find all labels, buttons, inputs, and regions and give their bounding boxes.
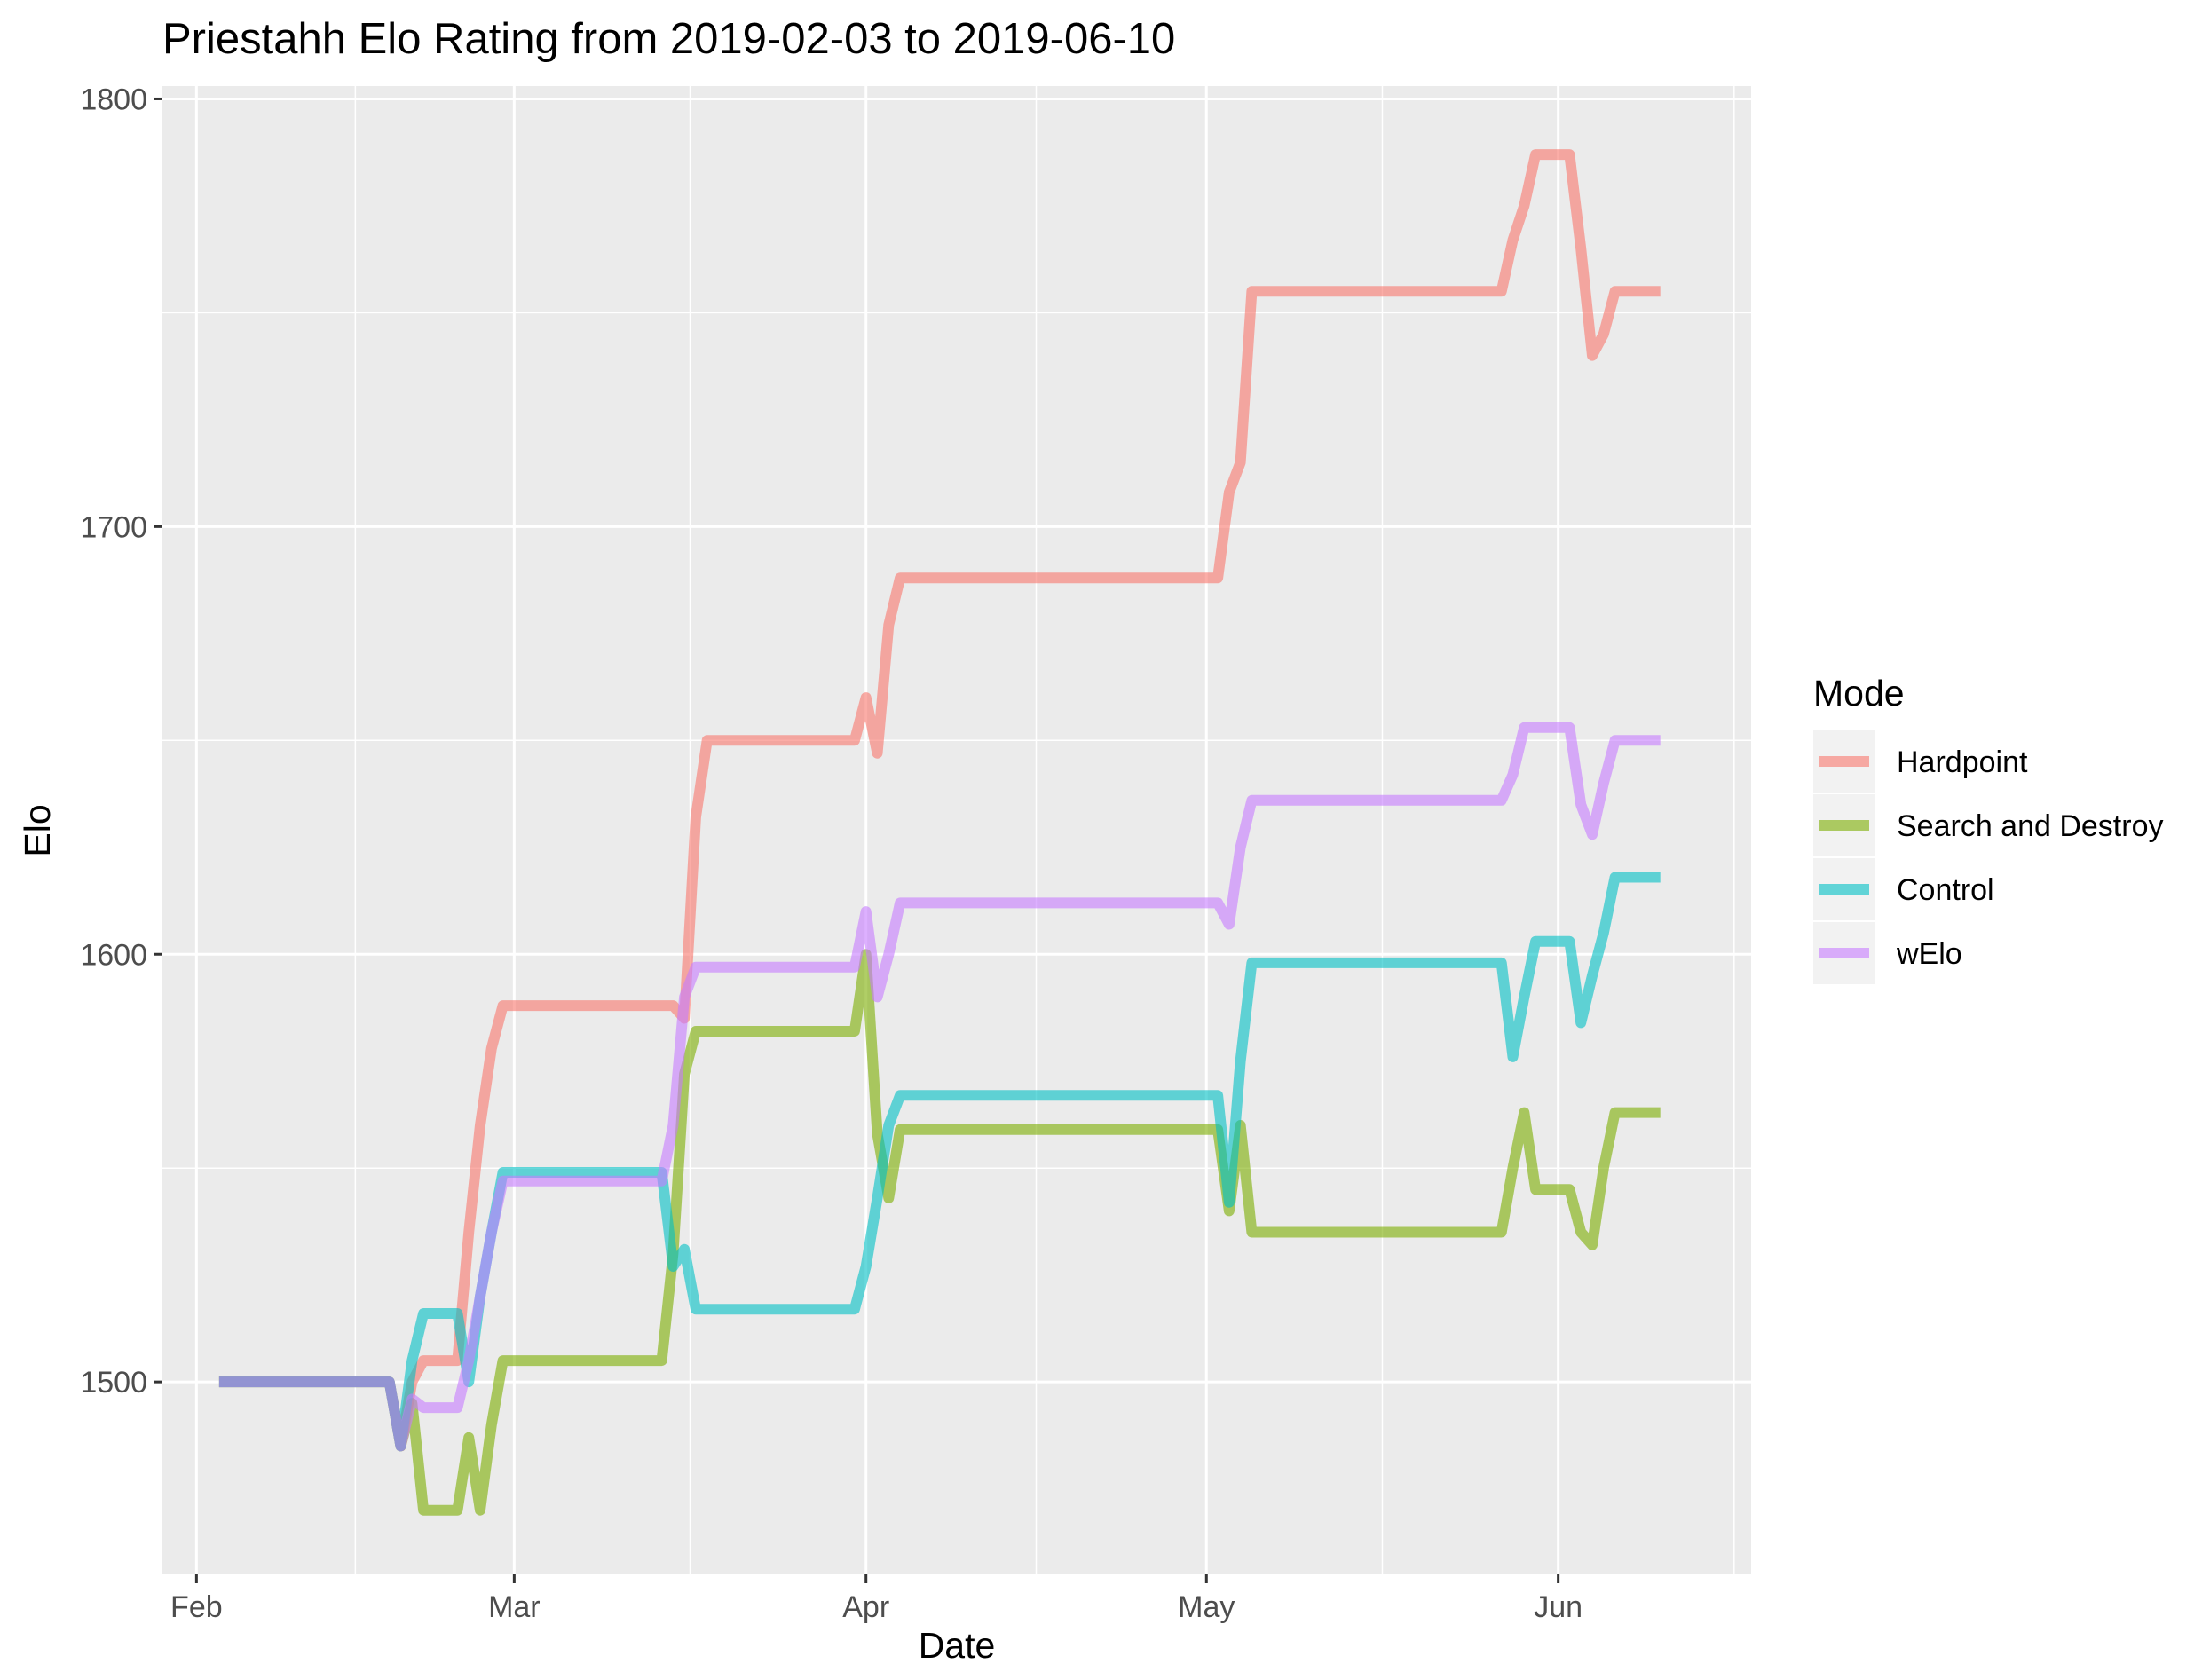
series-line-welo [218, 722, 1661, 1452]
y-tick-label: 1700 [80, 510, 147, 544]
x-tick-label: Mar [488, 1590, 541, 1624]
legend-label-search-and-destroy: Search and Destroy [1897, 809, 2164, 843]
x-axis: Feb Mar Apr May Jun [170, 1574, 1583, 1624]
legend-label-hardpoint: Hardpoint [1897, 745, 2028, 779]
x-tick-label: Apr [842, 1590, 889, 1624]
grid-major [162, 86, 1751, 1574]
y-axis-title: Elo [17, 804, 58, 856]
y-tick-label: 1600 [80, 938, 147, 972]
legend: Mode Hardpoint Search and Destroy Control w… [1813, 673, 2164, 984]
series-line-control [218, 872, 1661, 1452]
plot-panel [162, 86, 1751, 1574]
x-tick-label: May [1178, 1590, 1235, 1624]
x-axis-title: Date [919, 1625, 996, 1666]
y-axis: 1500 1600 1700 1800 [80, 83, 162, 1400]
x-tick-label: Feb [170, 1590, 223, 1624]
legend-label-control: Control [1897, 873, 1994, 907]
series-layer [218, 149, 1661, 1516]
y-tick-label: 1800 [80, 83, 147, 116]
chart-title: Priestahh Elo Rating from 2019-02-03 to … [162, 15, 1175, 63]
y-tick-label: 1500 [80, 1366, 147, 1400]
legend-label-welo: wElo [1896, 937, 1962, 971]
series-line-search-and-destroy [218, 949, 1661, 1516]
legend-title: Mode [1813, 673, 1905, 714]
x-tick-label: Jun [1534, 1590, 1583, 1624]
